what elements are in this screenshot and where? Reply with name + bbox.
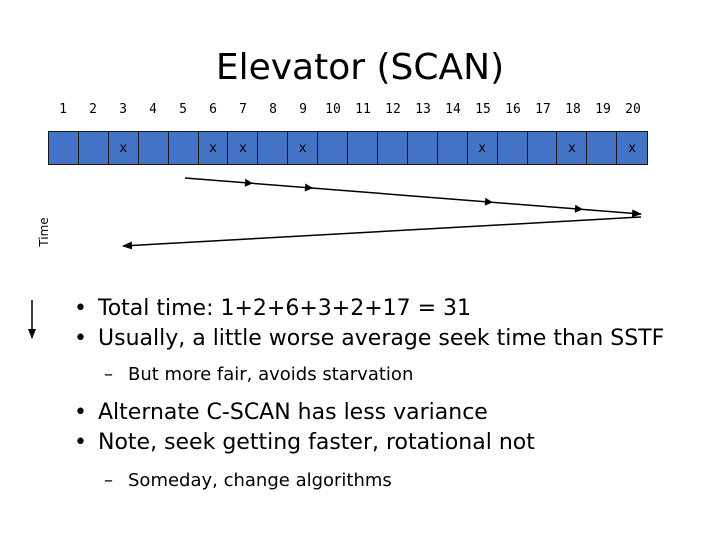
track-cell [407,132,438,164]
seek-path [122,177,642,250]
track-cell [168,132,199,164]
track-number: 16 [505,102,521,117]
track-number: 5 [179,102,187,117]
track-number: 9 [299,102,307,117]
track-number: 20 [625,102,641,117]
track-cell [78,132,109,164]
track-number: 17 [535,102,551,117]
bullet-list: Total time: 1+2+6+3+2+17 = 31 Usually, a… [72,294,712,494]
seek-stop-arrow [304,183,313,192]
track-cell [138,132,169,164]
track-cell [258,132,289,164]
track-cell-requested: x [228,132,259,164]
request-marker: x [298,140,307,156]
track-number: 3 [119,102,127,117]
track-cell [497,132,528,164]
track-number: 12 [385,102,401,117]
track-cell-requested: x [617,132,648,164]
bullet-seek-faster: Note, seek getting faster, rotational no… [72,428,712,458]
track-cell-requested: x [288,132,319,164]
track-number: 14 [445,102,461,117]
track-number: 11 [355,102,371,117]
request-marker: x [209,140,217,156]
track-cell [318,132,349,164]
track-number: 2 [89,102,97,117]
bullet-c-scan: Alternate C-SCAN has less variance [72,398,712,428]
request-marker: x [567,140,576,156]
time-axis-label: Time [37,217,51,247]
request-marker: x [628,140,637,156]
bullet-average-seek: Usually, a little worse average seek tim… [72,324,712,354]
return-sweep-line [122,216,642,250]
track-number: 13 [415,102,431,117]
track-number: 10 [325,102,341,117]
request-marker: x [119,140,128,156]
track-cell-requested: x [467,132,498,164]
track-cell [377,132,408,164]
bullet-total-time: Total time: 1+2+6+3+2+17 = 31 [72,294,712,324]
track-cell [587,132,618,164]
track-number-row: 1 2 3 4 5 6 7 8 9 10 11 12 13 14 15 16 17 18 19 20 [0,100,720,120]
track-number: 19 [595,102,611,117]
request-marker: x [238,140,247,156]
forward-sweep-line [184,177,642,218]
track-number: 18 [565,102,581,117]
track-cell [527,132,558,164]
track-number: 4 [149,102,157,117]
seek-stop-arrow [484,197,493,206]
track-cell-requested: x [557,132,588,164]
track-cell-requested: x [198,132,229,164]
track-number: 7 [239,102,247,117]
seek-stop-arrow [244,178,253,187]
track-number: 8 [269,102,277,117]
slide-title: Elevator (SCAN) [215,47,505,88]
sub-bullet-fairness: But more fair, avoids starvation [72,362,712,388]
seek-stop-arrow [574,204,583,213]
sub-bullet-someday: Someday, change algorithms [72,468,712,494]
track-cell-requested: x [108,132,139,164]
track-number: 6 [209,102,217,117]
track-cell [49,132,79,164]
track-cell [437,132,468,164]
request-marker: x [478,140,487,156]
track-number: 15 [475,102,491,117]
track-cell [348,132,378,164]
track-number: 1 [59,102,67,117]
